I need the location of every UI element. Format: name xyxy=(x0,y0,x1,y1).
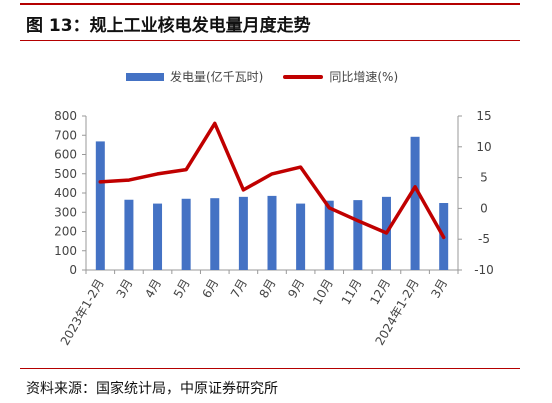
y-right-tick-label: 15 xyxy=(476,109,491,123)
figure-title: 图 13：规上工业核电发电量月度走势 xyxy=(26,16,311,36)
source-note: 资料来源：国家统计局，中原证券研究所 xyxy=(26,381,278,397)
legend-bar-label: 发电量(亿千瓦时) xyxy=(170,70,264,84)
line-point xyxy=(98,180,102,184)
source-top-rule xyxy=(20,368,520,369)
y-left-tick-label: 600 xyxy=(54,148,77,162)
x-tick-label: 3月 xyxy=(428,277,450,301)
y-right-tick-label: 0 xyxy=(480,201,488,215)
y-left-tick-label: 100 xyxy=(54,244,77,258)
x-tick-label: 11月 xyxy=(339,277,365,308)
line-point xyxy=(241,188,245,192)
bar xyxy=(124,199,134,270)
line-point xyxy=(270,172,274,176)
x-tick-label: 4月 xyxy=(142,277,164,301)
legend-bar-swatch xyxy=(126,72,164,81)
line-point xyxy=(213,121,217,125)
line-point xyxy=(127,178,131,182)
chart-legend: 发电量(亿千瓦时) 同比增速(%) xyxy=(126,68,398,85)
legend-line-label: 同比增速(%) xyxy=(329,70,399,84)
bar xyxy=(410,136,420,270)
chart: 0 100 200 300 400 500 600 700 800 -10 -5 0 5 10 15 2023… xyxy=(54,109,494,348)
x-tick-label: 7月 xyxy=(228,277,250,301)
y-right-tick-label: 10 xyxy=(476,140,491,154)
line-point xyxy=(413,185,417,189)
y-left-tick-label: 500 xyxy=(54,167,77,181)
y-left-tick-label: 200 xyxy=(54,225,77,239)
y-right-tick-label: -5 xyxy=(478,232,490,246)
legend-line-swatch xyxy=(283,74,324,79)
bar xyxy=(324,200,334,270)
bar xyxy=(95,141,105,270)
y-left-tick-label: 300 xyxy=(54,205,77,219)
y-right-tick-label: -10 xyxy=(474,263,494,277)
title-top-rule xyxy=(20,3,520,5)
bar xyxy=(238,196,248,270)
y-right-tick-label: 5 xyxy=(480,171,488,185)
line-point xyxy=(384,231,388,235)
x-tick-label: 5月 xyxy=(171,277,193,301)
x-tick-label: 6月 xyxy=(199,277,221,301)
line-point xyxy=(327,206,331,210)
title-bottom-rule xyxy=(20,40,520,41)
bar xyxy=(353,200,363,270)
x-tick-label: 9月 xyxy=(285,277,307,301)
bar xyxy=(296,203,306,270)
x-tick-label: 12月 xyxy=(367,277,393,308)
y-left-tick-label: 400 xyxy=(54,186,77,200)
x-tick-label: 3月 xyxy=(114,277,136,301)
y-left-tick-label: 800 xyxy=(54,109,77,123)
line-point xyxy=(156,172,160,176)
line-point xyxy=(184,168,188,172)
line-point xyxy=(442,235,446,239)
line-point xyxy=(299,165,303,169)
bar xyxy=(153,203,163,270)
x-tick-label: 2023年1-2月 xyxy=(58,277,107,348)
y-left-tick-label: 0 xyxy=(69,263,77,277)
x-tick-label: 8月 xyxy=(257,277,279,301)
bar xyxy=(267,195,277,270)
bar xyxy=(181,198,191,270)
line-point xyxy=(356,219,360,223)
bar xyxy=(210,198,220,270)
x-tick-label: 10月 xyxy=(310,277,336,308)
y-left-tick-label: 700 xyxy=(54,128,77,142)
